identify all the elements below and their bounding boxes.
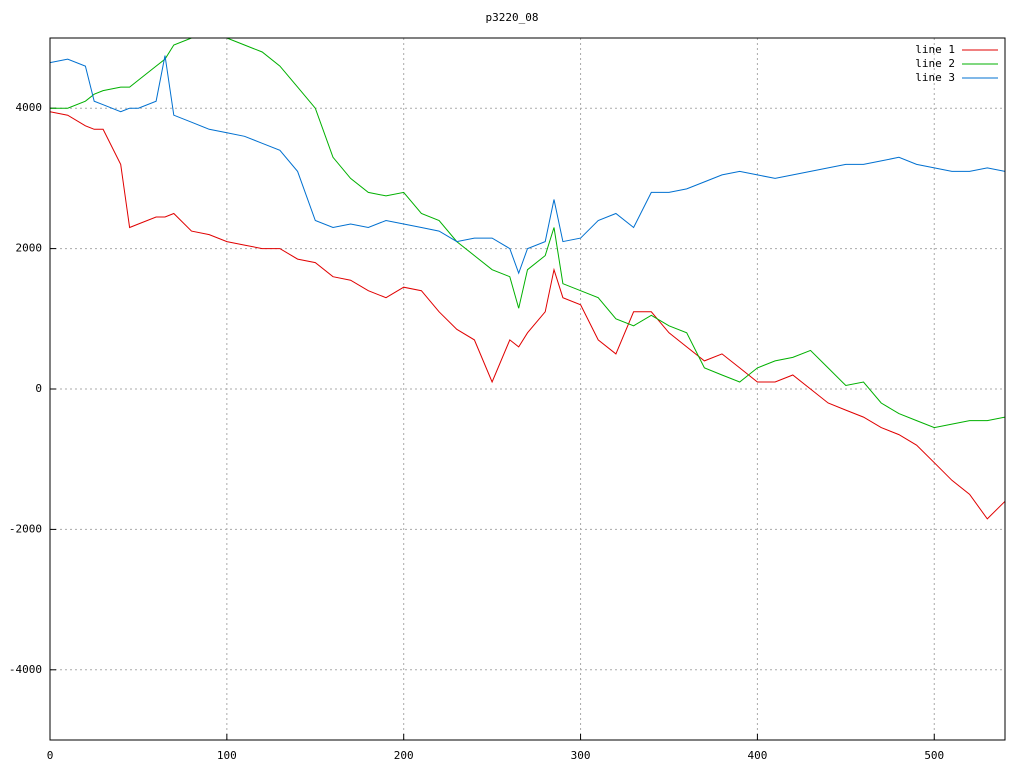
y-tick-label: -4000: [9, 663, 42, 676]
data-line: [50, 111, 1005, 520]
chart-title: p3220_08: [486, 11, 539, 24]
y-tick-label: 4000: [16, 101, 43, 114]
legend-label: line 2: [915, 57, 955, 70]
plot-border: [49, 37, 1006, 741]
y-tick-label: -2000: [9, 522, 42, 535]
x-tick-label: 400: [747, 749, 767, 762]
data-line: [50, 55, 1005, 275]
legend-label: line 1: [915, 43, 955, 56]
y-tick-label: 0: [35, 382, 42, 395]
x-tick-label: 300: [571, 749, 591, 762]
x-tick-label: 100: [217, 749, 237, 762]
x-tick-label: 0: [47, 749, 54, 762]
y-tick-label: 2000: [16, 242, 43, 255]
data-line: [50, 38, 1005, 429]
x-tick-label: 500: [924, 749, 944, 762]
legend-label: line 3: [915, 71, 955, 84]
x-tick-label: 200: [394, 749, 414, 762]
